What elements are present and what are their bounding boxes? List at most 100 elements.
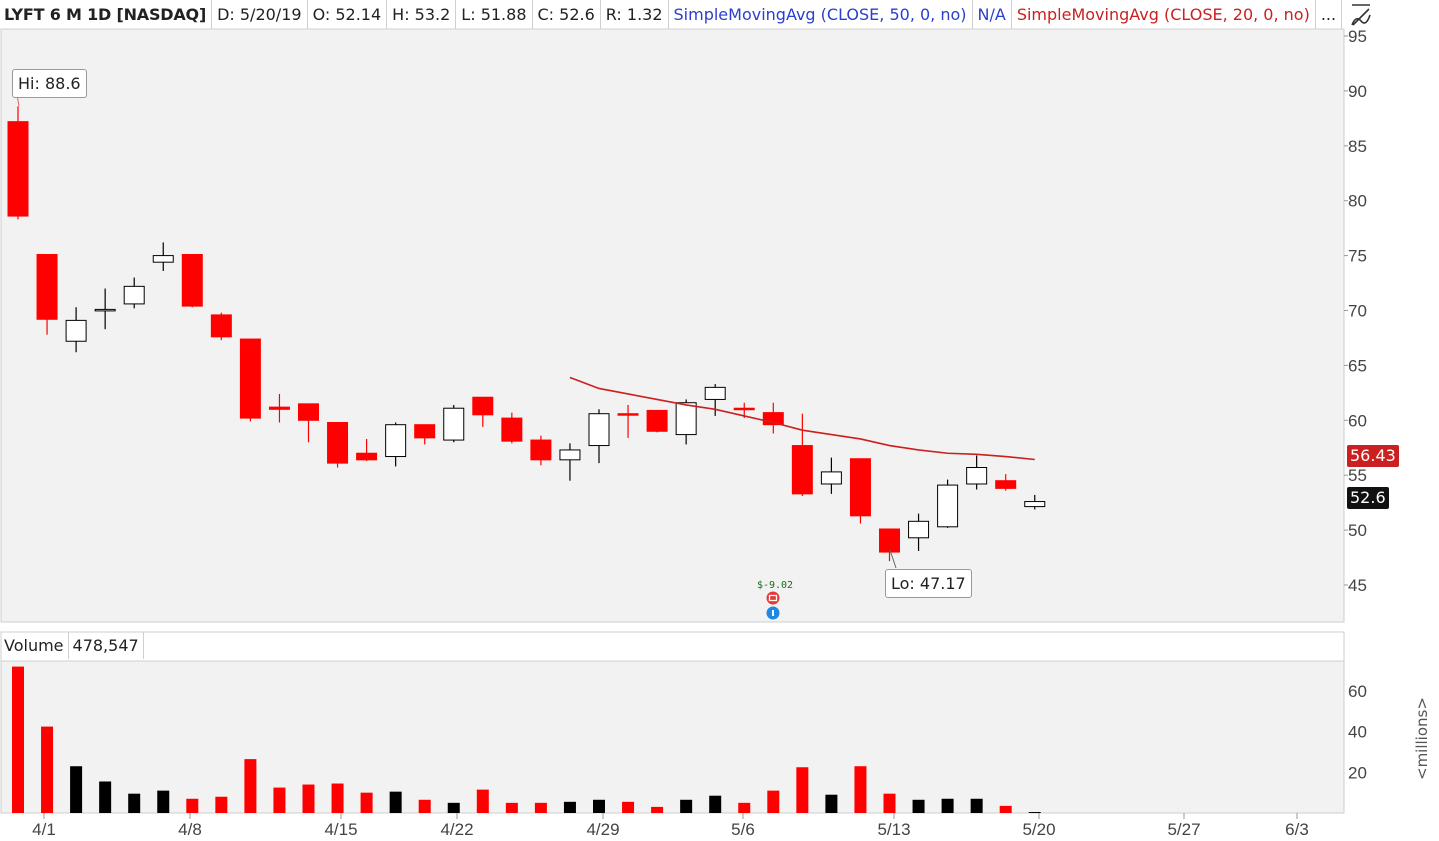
volume-bar <box>389 791 402 813</box>
close-readout: C: 52.6 <box>533 0 601 29</box>
earnings-icon[interactable] <box>766 591 780 605</box>
price-tick-label: 50 <box>1348 521 1367 540</box>
price-tick-label: 90 <box>1348 82 1367 101</box>
drawing-tool-icon[interactable] <box>1350 1 1372 27</box>
volume-bar <box>883 793 896 813</box>
sma50-value: N/A <box>973 0 1012 29</box>
candle-body <box>588 413 610 447</box>
volume-bar <box>302 784 315 813</box>
volume-bar <box>825 794 838 813</box>
volume-bar <box>331 783 344 813</box>
volume-bar <box>41 726 54 813</box>
range-readout: R: 1.32 <box>601 0 669 29</box>
volume-header: Volume 478,547 <box>0 632 144 659</box>
volume-bar <box>244 759 257 813</box>
volume-value: 478,547 <box>69 632 144 659</box>
price-tick-label: 95 <box>1348 27 1367 46</box>
candle-body <box>820 471 842 485</box>
candle-body <box>327 421 349 464</box>
earnings-surprise-label: $-9.02 <box>757 580 793 591</box>
open-readout: O: 52.14 <box>308 0 388 29</box>
date-tick-label: 6/3 <box>1285 820 1309 839</box>
volume-bar <box>215 796 228 813</box>
volume-bar <box>128 793 141 813</box>
price-tick-label: 45 <box>1348 576 1367 595</box>
volume-bar <box>70 766 83 813</box>
volume-bar <box>99 781 112 813</box>
hi-callout: Hi: 88.6 <box>12 69 87 98</box>
sma50-study-label[interactable]: SimpleMovingAvg (CLOSE, 50, 0, no) <box>669 0 973 29</box>
price-tick-label: 85 <box>1348 137 1367 156</box>
candle-body <box>36 254 58 320</box>
volume-bar <box>941 798 954 813</box>
price-header: LYFT 6 M 1D [NASDAQ] D: 5/20/19 O: 52.14… <box>0 0 1343 29</box>
low-readout: L: 51.88 <box>456 0 533 29</box>
candle-body <box>791 445 813 495</box>
candle-body <box>704 386 726 400</box>
volume-bar <box>360 792 373 813</box>
volume-bar <box>767 790 780 813</box>
candle-body <box>239 338 261 419</box>
lo-callout: Lo: 47.17 <box>885 569 972 598</box>
candle-body <box>298 403 319 421</box>
volume-bar <box>12 666 24 813</box>
candle-body <box>995 480 1017 489</box>
price-tick-label: 55 <box>1348 466 1367 485</box>
volume-bar <box>563 801 576 813</box>
date-tick-label: 4/8 <box>178 820 202 839</box>
volume-bar <box>854 766 867 813</box>
volume-bar <box>709 795 722 813</box>
high-readout: H: 53.2 <box>387 0 457 29</box>
candle-body <box>65 319 87 342</box>
candle-body <box>152 255 174 263</box>
volume-tick-label: 40 <box>1348 723 1367 742</box>
volume-header-strip <box>0 631 1345 662</box>
candle-body <box>675 402 697 436</box>
date-tick-label: 5/6 <box>731 820 755 839</box>
candle-body <box>94 308 116 312</box>
price-tick-label: 80 <box>1348 192 1367 211</box>
price-tick-label: 60 <box>1348 411 1367 430</box>
candle-body <box>472 396 494 416</box>
price-tick-label: 75 <box>1348 247 1367 266</box>
candle-body <box>356 452 378 461</box>
volume-bar <box>447 802 460 813</box>
volume-bar <box>651 806 664 813</box>
date-tick-label: 4/22 <box>440 820 473 839</box>
candle-body <box>733 407 755 411</box>
candle-body <box>210 314 232 338</box>
sma20-study-label[interactable]: SimpleMovingAvg (CLOSE, 20, 0, no) <box>1012 0 1316 29</box>
candle-body <box>559 449 581 461</box>
lo-callout-pointer <box>889 549 897 569</box>
candle-body <box>646 409 668 432</box>
volume-bar <box>534 802 547 813</box>
symbol-label[interactable]: LYFT 6 M 1D [NASDAQ] <box>0 0 213 29</box>
price-panel <box>0 28 1345 623</box>
volume-bar <box>186 798 199 813</box>
volume-bar <box>622 801 635 813</box>
last-price-badge: 52.6 <box>1347 487 1389 509</box>
info-pin-icon[interactable] <box>766 606 780 620</box>
volume-bar <box>999 805 1012 813</box>
volume-bar <box>680 799 693 813</box>
candle-body <box>501 417 523 442</box>
volume-bar <box>273 787 286 813</box>
volume-bar <box>912 799 925 813</box>
date-tick-label: 4/15 <box>324 820 357 839</box>
volume-label[interactable]: Volume <box>0 632 69 659</box>
date-tick-label: 5/20 <box>1022 820 1055 839</box>
candle-body <box>268 406 290 410</box>
volume-bar <box>970 798 983 813</box>
candle-body <box>123 285 145 305</box>
price-tick-label: 70 <box>1348 302 1367 321</box>
candle-body <box>181 254 203 307</box>
more-studies-button[interactable]: ... <box>1316 0 1343 29</box>
volume-tick-label: 20 <box>1348 763 1367 782</box>
candle-body <box>849 458 871 517</box>
volume-panel <box>0 660 1345 814</box>
volume-bar <box>418 799 431 813</box>
volume-bar <box>593 799 605 813</box>
sma20-price-badge: 56.43 <box>1347 445 1399 467</box>
candle-body <box>443 407 465 441</box>
